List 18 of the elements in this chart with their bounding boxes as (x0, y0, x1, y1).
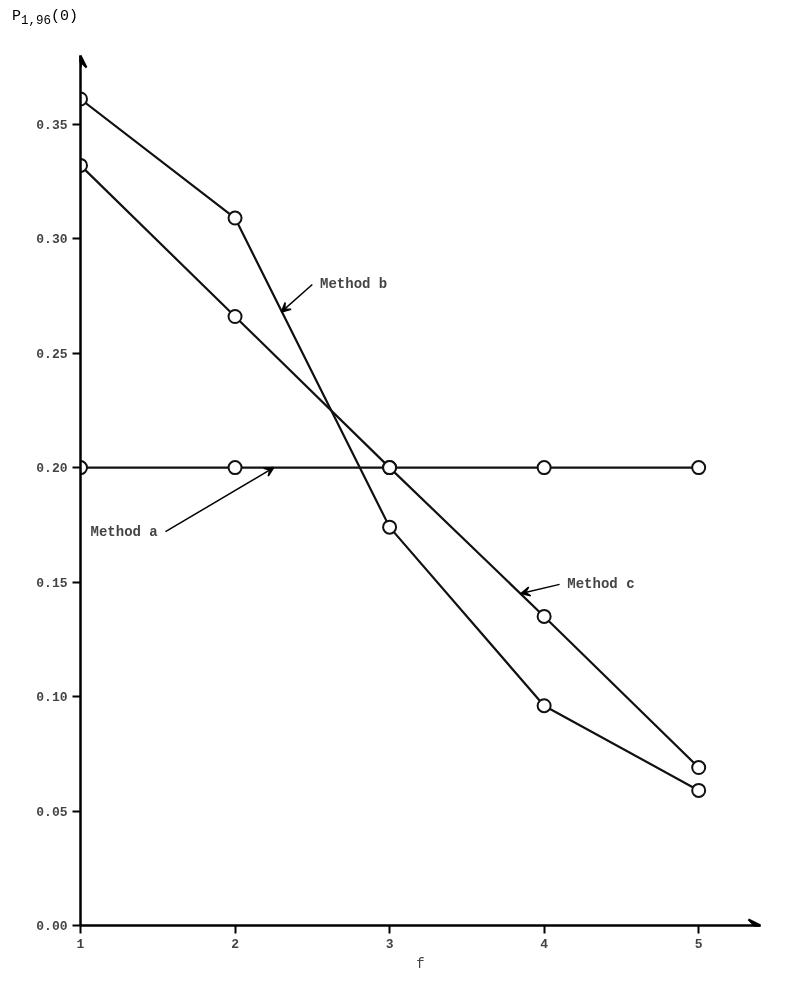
y-tick-label: 0.15 (36, 575, 68, 591)
x-tick-label: 5 (694, 936, 703, 952)
x-tick-label: 3 (385, 936, 394, 952)
annotation: Method c (567, 576, 635, 593)
y-tick-label: 0.25 (36, 346, 68, 362)
y-tick-label: 0.35 (36, 117, 68, 133)
y-axis-title: P$_{1,96}$(0) (12, 7, 79, 30)
x-tick-label: 1 (76, 936, 85, 952)
x-tick-label: 4 (540, 936, 549, 952)
annotation: Method a (90, 523, 159, 540)
x-tick-label: 2 (231, 936, 240, 952)
y-tick-label: 0.10 (36, 690, 68, 706)
x-axis-title: f (416, 955, 425, 972)
y-tick-label: 0.30 (36, 232, 68, 248)
y-tick-label: 0.00 (36, 919, 68, 934)
y-tick-label: 0.20 (36, 461, 68, 477)
y-tick-label: 0.05 (36, 804, 68, 820)
annotation: Method b (320, 276, 388, 293)
